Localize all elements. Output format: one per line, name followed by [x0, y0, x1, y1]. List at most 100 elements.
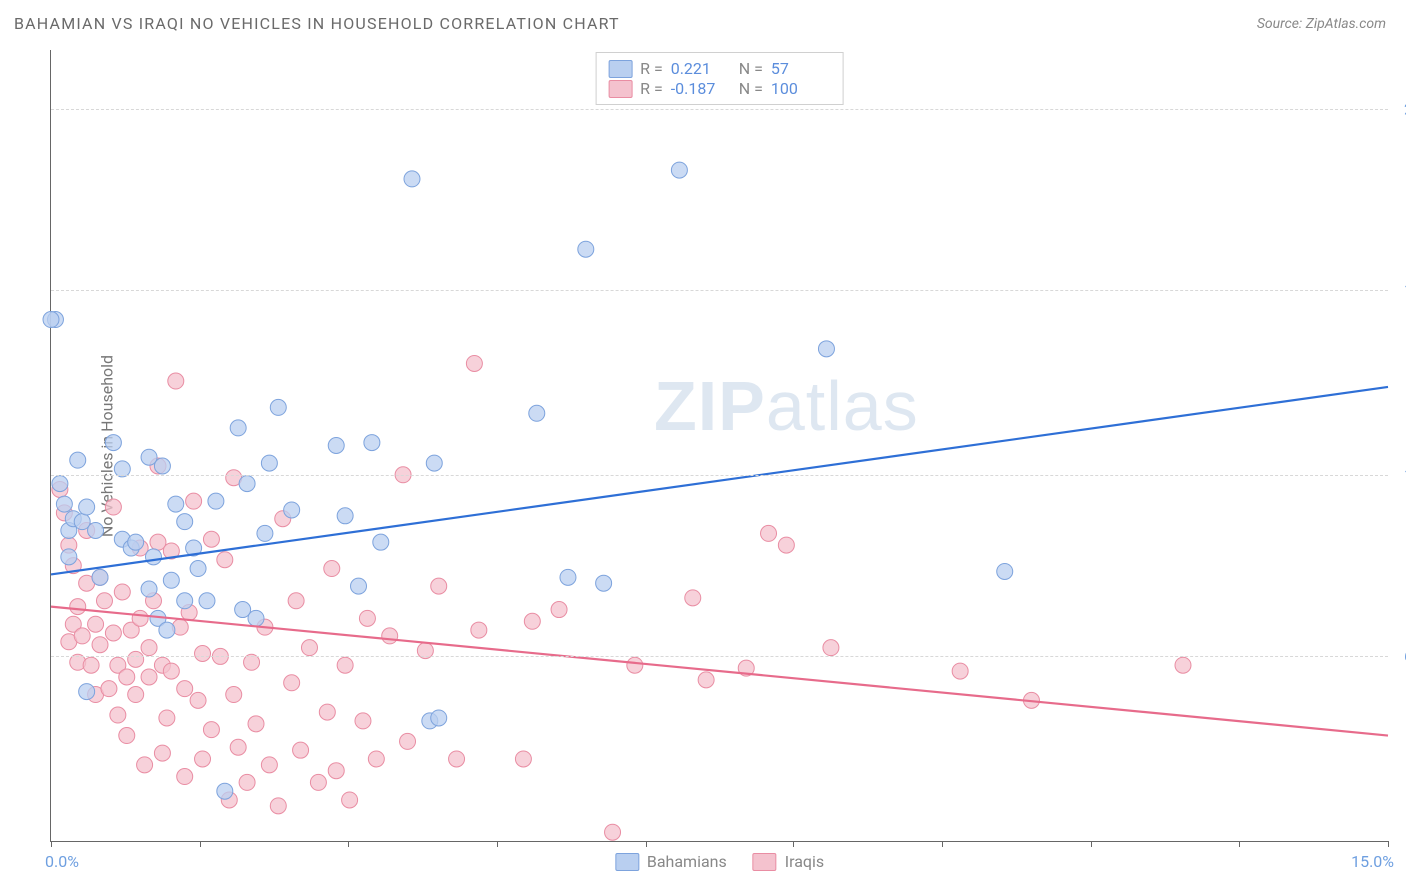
scatter-point: [70, 452, 86, 468]
x-tick-mark: [1388, 841, 1389, 847]
scatter-point: [529, 405, 545, 421]
chart-plot-area: ZIPatlas R = 0.221 N = 57 R = -0.187 N =…: [50, 50, 1388, 842]
x-tick-mark: [1239, 841, 1240, 847]
scatter-point: [778, 537, 794, 553]
swatch-bahamians: [608, 60, 632, 78]
n-value-bahamians: 57: [771, 59, 831, 78]
scatter-point: [119, 728, 135, 744]
scatter-point: [293, 742, 309, 758]
scatter-point: [248, 610, 264, 626]
scatter-point: [270, 399, 286, 415]
scatter-point: [190, 692, 206, 708]
y-tick-label: 6.3%: [1392, 647, 1406, 666]
scatter-point: [177, 593, 193, 609]
x-tick-mark: [200, 841, 201, 847]
r-value-iraqis: -0.187: [671, 79, 731, 98]
scatter-point: [605, 824, 621, 840]
x-tick-mark: [348, 841, 349, 847]
legend-label-iraqis: Iraqis: [785, 852, 824, 871]
scatter-point: [328, 763, 344, 779]
scatter-point: [128, 534, 144, 550]
scatter-point: [248, 716, 264, 732]
scatter-point: [328, 438, 344, 454]
y-tick-label: 18.8%: [1392, 281, 1406, 300]
scatter-point: [359, 610, 375, 626]
scatter-point: [61, 549, 77, 565]
scatter-point: [177, 769, 193, 785]
scatter-point: [159, 710, 175, 726]
r-label: R =: [640, 79, 663, 98]
scatter-point: [284, 675, 300, 691]
scatter-point: [449, 751, 465, 767]
scatter-point: [199, 593, 215, 609]
x-tick-mark: [793, 841, 794, 847]
scatter-point: [141, 669, 157, 685]
gridline: [51, 109, 1388, 110]
scatter-point: [627, 657, 643, 673]
scatter-plot-svg: [51, 50, 1388, 841]
scatter-point: [698, 672, 714, 688]
scatter-point: [230, 420, 246, 436]
x-tick-mark: [646, 841, 647, 847]
scatter-point: [110, 707, 126, 723]
scatter-point: [319, 704, 335, 720]
scatter-point: [431, 578, 447, 594]
x-tick-mark: [942, 841, 943, 847]
scatter-point: [146, 549, 162, 565]
scatter-point: [382, 628, 398, 644]
scatter-point: [190, 561, 206, 577]
scatter-point: [119, 669, 135, 685]
n-label: N =: [739, 59, 763, 78]
scatter-point: [301, 640, 317, 656]
scatter-point: [141, 640, 157, 656]
scatter-point: [217, 552, 233, 568]
scatter-point: [284, 502, 300, 518]
scatter-point: [88, 522, 104, 538]
scatter-point: [154, 458, 170, 474]
scatter-point: [515, 751, 531, 767]
scatter-point: [261, 757, 277, 773]
legend-row-bahamians: R = 0.221 N = 57: [608, 59, 831, 78]
r-label: R =: [640, 59, 663, 78]
scatter-point: [141, 581, 157, 597]
scatter-point: [79, 499, 95, 515]
y-tick-label: 12.5%: [1392, 465, 1406, 484]
scatter-point: [105, 435, 121, 451]
source-attribution: Source: ZipAtlas.com: [1257, 16, 1386, 32]
scatter-point: [239, 774, 255, 790]
scatter-point: [137, 757, 153, 773]
x-tick-mark: [1091, 841, 1092, 847]
scatter-point: [101, 681, 117, 697]
scatter-point: [823, 640, 839, 656]
chart-title: BAHAMIAN VS IRAQI NO VEHICLES IN HOUSEHO…: [14, 14, 620, 33]
legend-item-iraqis: Iraqis: [753, 852, 824, 871]
chart-header: BAHAMIAN VS IRAQI NO VEHICLES IN HOUSEHO…: [0, 0, 1406, 41]
scatter-point: [83, 657, 99, 673]
scatter-point: [324, 561, 340, 577]
scatter-point: [818, 341, 834, 357]
gridline: [51, 656, 1388, 657]
gridline: [51, 290, 1388, 291]
scatter-point: [342, 792, 358, 808]
scatter-point: [186, 493, 202, 509]
scatter-point: [114, 584, 130, 600]
scatter-point: [52, 476, 68, 492]
scatter-point: [163, 663, 179, 679]
scatter-point: [524, 613, 540, 629]
scatter-point: [239, 476, 255, 492]
scatter-point: [203, 531, 219, 547]
scatter-point: [105, 625, 121, 641]
x-axis-max-label: 15.0%: [1351, 852, 1394, 871]
scatter-point: [368, 751, 384, 767]
scatter-point: [373, 534, 389, 550]
x-axis-min-label: 0.0%: [45, 852, 79, 871]
x-tick-mark: [497, 841, 498, 847]
scatter-point: [952, 663, 968, 679]
scatter-point: [761, 525, 777, 541]
scatter-point: [685, 590, 701, 606]
scatter-point: [351, 578, 367, 594]
scatter-point: [56, 496, 72, 512]
scatter-point: [431, 710, 447, 726]
scatter-point: [88, 616, 104, 632]
legend-item-bahamians: Bahamians: [615, 852, 727, 871]
